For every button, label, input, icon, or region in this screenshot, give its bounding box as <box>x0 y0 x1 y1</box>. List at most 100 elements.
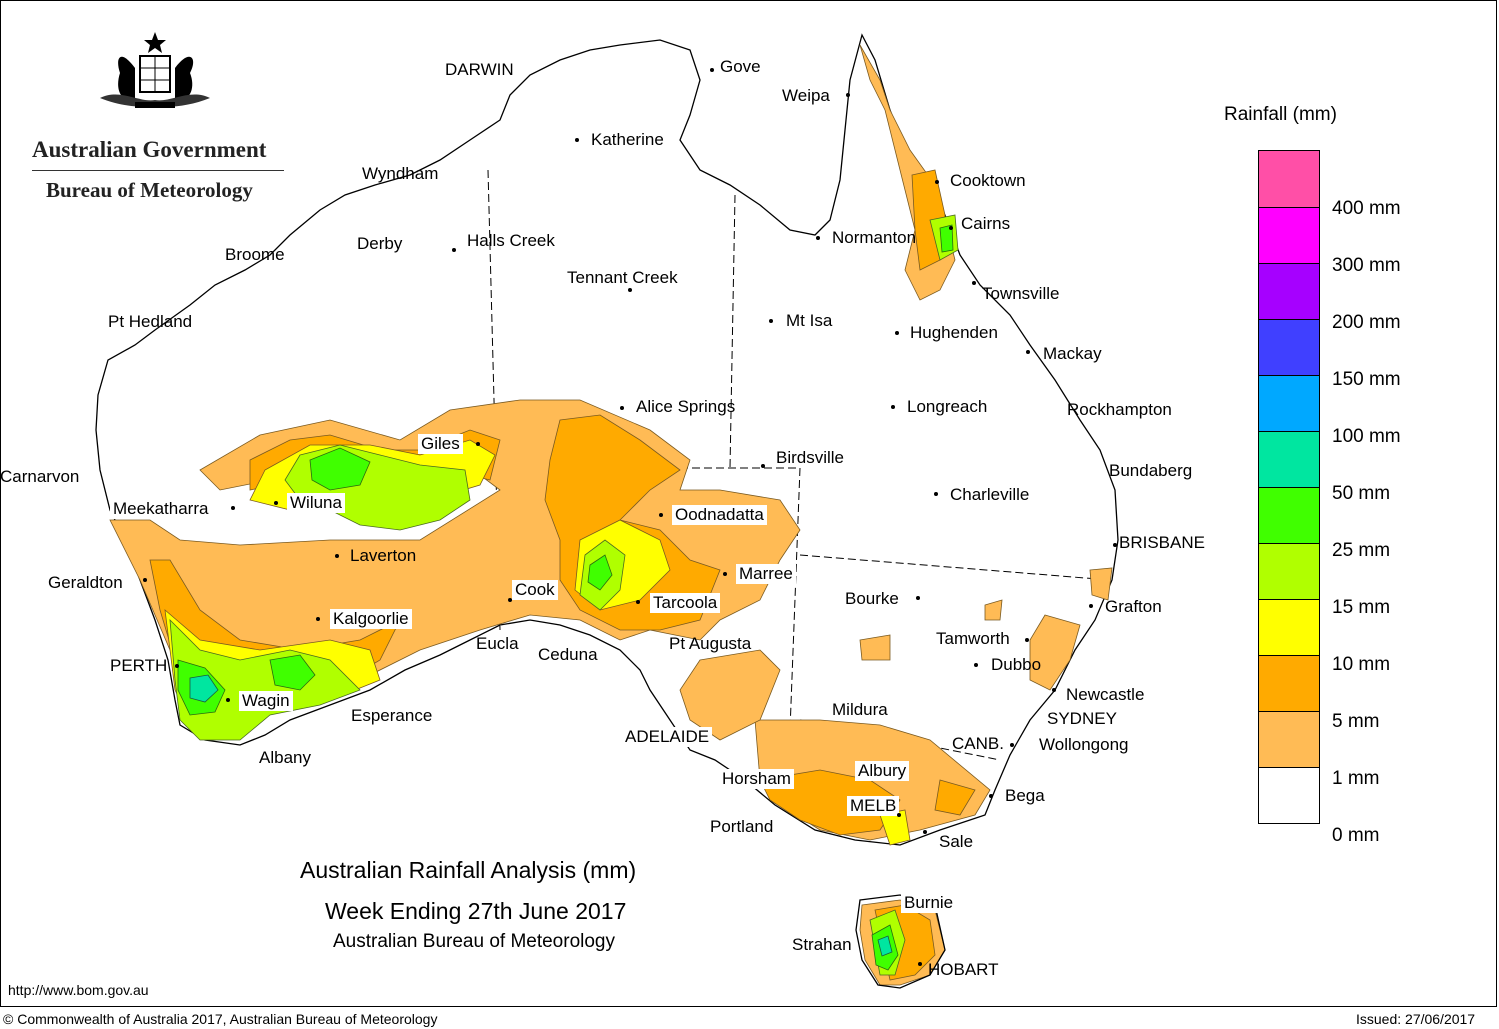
city-marker-icon <box>231 506 235 510</box>
city-label: Longreach <box>907 397 988 416</box>
city-label: DARWIN <box>445 60 514 79</box>
city-label: Esperance <box>351 706 433 725</box>
city-label: Hughenden <box>910 323 998 342</box>
legend-swatch <box>1259 767 1319 823</box>
city-label: Ceduna <box>538 645 598 664</box>
city-label: Burnie <box>901 893 957 913</box>
city-label: Pt Augusta <box>669 634 752 653</box>
legend-swatch <box>1259 375 1319 431</box>
city-marker-icon <box>972 281 976 285</box>
legend-label: 0 mm <box>1332 825 1380 846</box>
city-marker-icon <box>723 572 727 576</box>
city-label: Sale <box>939 832 974 851</box>
city-label: Meekatharra <box>110 499 212 519</box>
city-marker-icon <box>989 794 993 798</box>
city-marker-icon <box>935 180 939 184</box>
map-title: Australian Rainfall Analysis (mm) <box>300 857 637 883</box>
city-marker-icon <box>974 663 978 667</box>
city-marker-icon <box>846 93 850 97</box>
city-label: Mackay <box>1043 344 1102 363</box>
agency-name: Australian Government <box>32 137 267 162</box>
city-marker-icon <box>274 501 278 505</box>
city-label: Bundaberg <box>1109 461 1193 480</box>
city-label: CANB. <box>952 734 1004 753</box>
city-marker-icon <box>897 813 901 817</box>
city-label: Rockhampton <box>1067 400 1172 419</box>
city-label: Bega <box>1005 786 1045 805</box>
city-label: Cooktown <box>950 171 1026 190</box>
city-marker-icon <box>1089 604 1093 608</box>
website-link[interactable]: http://www.bom.gov.au <box>8 982 149 998</box>
legend-swatch <box>1259 599 1319 655</box>
city-label: Tarcoola <box>650 593 721 613</box>
city-label: Wollongong <box>1039 735 1129 754</box>
city-marker-icon <box>476 442 480 446</box>
city-label: Oodnadatta <box>672 505 767 525</box>
legend-color-bar <box>1258 150 1320 824</box>
city-marker-icon <box>628 288 632 292</box>
issued-date: Issued: 27/06/2017 <box>1356 1011 1476 1027</box>
city-label: Cook <box>512 580 558 600</box>
city-marker-icon <box>620 406 624 410</box>
city-label: ADELAIDE <box>622 727 713 747</box>
city-marker-icon <box>143 578 147 582</box>
city-label: Grafton <box>1105 597 1162 616</box>
city-marker-icon <box>1010 743 1014 747</box>
city-label: Horsham <box>719 769 794 789</box>
city-label: BRISBANE <box>1119 533 1205 552</box>
city-label: Bourke <box>845 589 899 608</box>
city-label: Charleville <box>950 485 1030 504</box>
city-label: Wiluna <box>287 493 345 513</box>
city-label: Marree <box>736 564 796 584</box>
city-marker-icon <box>895 331 899 335</box>
city-marker-icon <box>710 68 714 72</box>
city-marker-icon <box>508 598 512 602</box>
legend-label: 1 mm <box>1332 768 1380 789</box>
city-label: Tamworth <box>936 629 1010 648</box>
city-marker-icon <box>575 138 579 142</box>
city-label: Birdsville <box>776 448 845 467</box>
city-label: Giles <box>418 434 463 454</box>
legend-label: 200 mm <box>1332 312 1401 333</box>
city-label: Townsville <box>982 284 1060 303</box>
rainfall-50mm <box>189 674 893 957</box>
city-label: Newcastle <box>1066 685 1145 704</box>
legend-label: 5 mm <box>1332 711 1380 732</box>
legend-label: 50 mm <box>1332 483 1391 504</box>
city-label: SYDNEY <box>1047 709 1117 728</box>
legend-swatch <box>1259 711 1319 767</box>
city-label: Carnarvon <box>0 467 80 486</box>
city-label: Broome <box>225 245 285 264</box>
city-marker-icon <box>1052 688 1056 692</box>
city-label: Dubbo <box>991 655 1042 674</box>
city-marker-icon <box>949 226 953 230</box>
legend-label: 300 mm <box>1332 255 1401 276</box>
city-marker-icon <box>918 962 922 966</box>
city-marker-icon <box>452 248 456 252</box>
legend-swatch <box>1259 431 1319 487</box>
city-label: Alice Springs <box>636 397 736 416</box>
legend-swatch <box>1259 655 1319 711</box>
city-label: Albury <box>855 761 910 781</box>
city-label: Pt Hedland <box>108 312 193 331</box>
city-marker-icon <box>923 830 927 834</box>
city-marker-icon <box>335 554 339 558</box>
city-marker-icon <box>916 596 920 600</box>
city-marker-icon <box>934 492 938 496</box>
legend-title: Rainfall (mm) <box>1224 104 1337 125</box>
city-marker-icon <box>891 405 895 409</box>
city-marker-icon <box>659 513 663 517</box>
city-label: Portland <box>710 817 774 836</box>
city-label: Wagin <box>239 691 293 711</box>
city-label: Mt Isa <box>786 311 833 330</box>
city-marker-icon <box>769 319 773 323</box>
coat-of-arms-icon <box>100 32 210 108</box>
city-label: MELB <box>847 796 900 816</box>
legend-swatch <box>1259 487 1319 543</box>
city-label: Halls Creek <box>467 231 555 250</box>
map-frame <box>0 0 1497 1007</box>
city-label: Eucla <box>476 634 519 653</box>
legend-label: 100 mm <box>1332 426 1401 447</box>
city-label: Normanton <box>832 228 917 247</box>
legend-swatch <box>1259 207 1319 263</box>
